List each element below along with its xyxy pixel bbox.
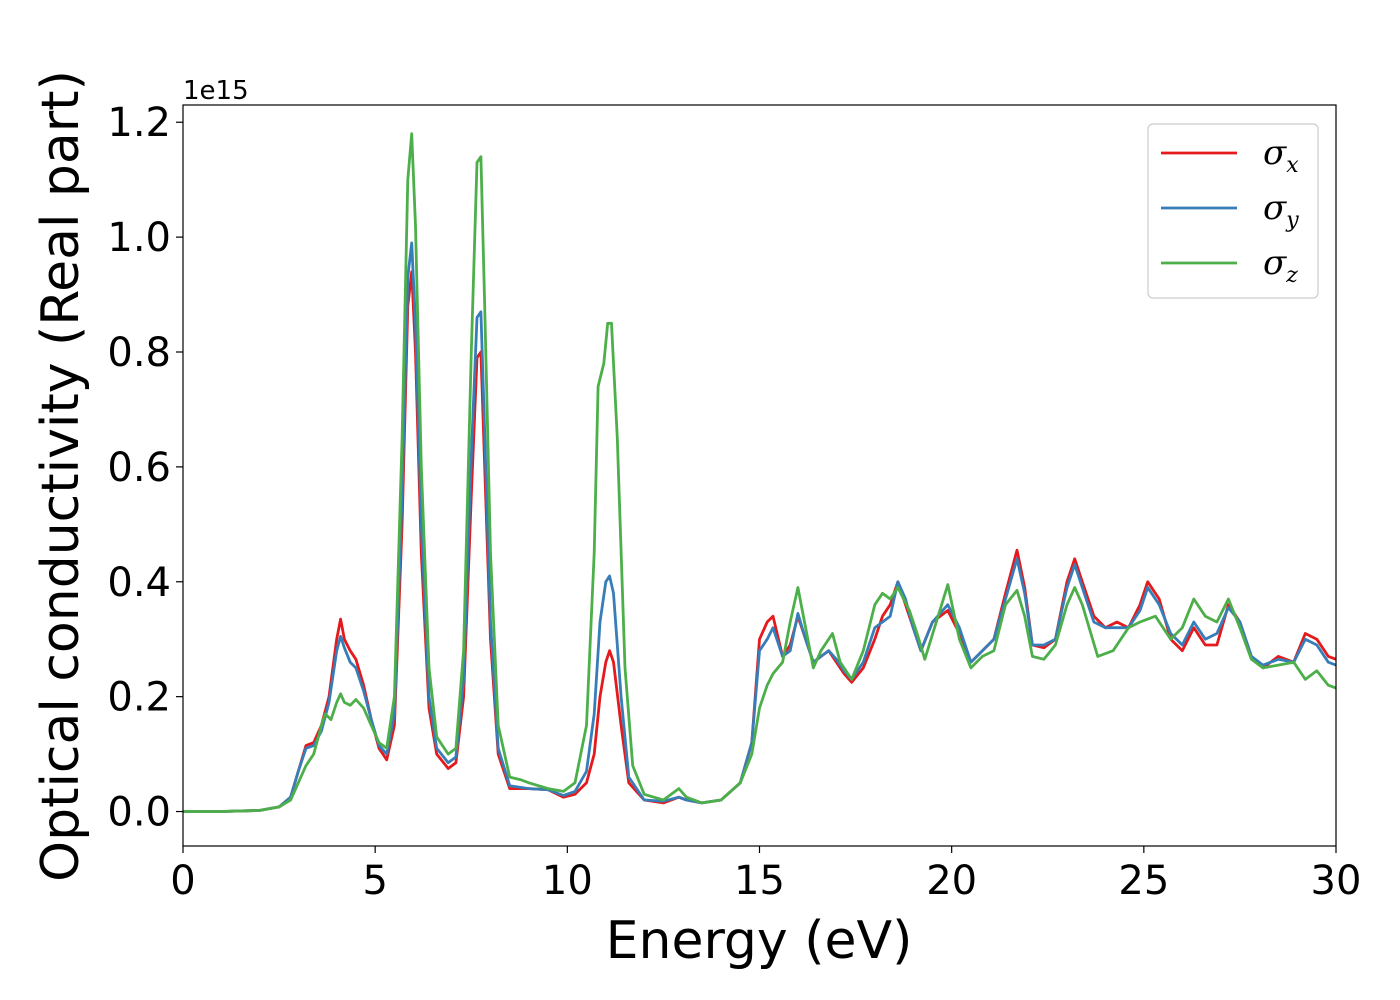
legend-label-x: σx xyxy=(1263,133,1299,178)
x-tick-label: 20 xyxy=(926,858,977,904)
x-tick-label: 5 xyxy=(362,858,387,904)
series-layer xyxy=(183,132,1336,813)
x-axis-title: Energy (eV) xyxy=(606,911,913,971)
x-tick-label: 10 xyxy=(542,858,593,904)
y-tick-label: 0.0 xyxy=(107,790,171,836)
y-tick-label: 1.0 xyxy=(107,215,171,261)
y-tick-label: 0.6 xyxy=(107,445,171,491)
x-tick-label: 0 xyxy=(170,858,195,904)
y-tick-label: 0.4 xyxy=(107,560,171,606)
axes-layer: 0 5 10 15 20 25 30 0.0 0.2 0.4 0.6 0.8 1.0 1.2 xyxy=(107,100,1361,904)
legend-box xyxy=(1147,123,1319,299)
y-offset-label: 1e15 xyxy=(183,76,249,106)
x-tick-label: 15 xyxy=(734,858,785,904)
legend: σx σy σz xyxy=(1147,123,1319,299)
legend-label-z: σz xyxy=(1263,243,1298,288)
legend-label-y: σy xyxy=(1263,188,1299,233)
y-tick-label: 0.2 xyxy=(107,675,171,721)
series-line-y xyxy=(183,241,1336,813)
x-tick-label: 25 xyxy=(1118,858,1169,904)
y-tick-label: 0.8 xyxy=(107,330,171,376)
x-tick-label: 30 xyxy=(1311,858,1362,904)
y-tick-label: 1.2 xyxy=(107,100,171,146)
series-line-z xyxy=(183,132,1336,813)
y-axis-title: Optical conductivity (Real part) xyxy=(31,70,91,882)
series-line-x xyxy=(183,270,1336,813)
